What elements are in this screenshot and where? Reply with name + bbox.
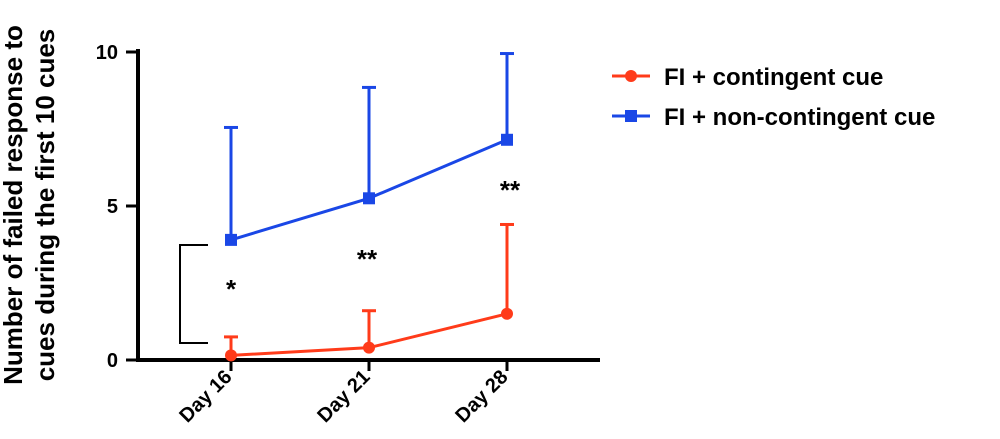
significance-bracket-0 [179, 244, 208, 344]
y-axis-label-line1: Number of failed response to [0, 25, 28, 385]
point-1-1 [363, 192, 375, 205]
significance-annotations: ***** [179, 175, 521, 344]
legend-marker-0 [625, 70, 637, 82]
legend-label-0: FI + contingent cue [664, 64, 883, 91]
y-axis-label-line2: cues during the first 10 cues [30, 29, 60, 382]
y-tick-label-0: 0 [107, 350, 118, 372]
point-0-2 [501, 307, 513, 320]
point-0-0 [225, 349, 237, 362]
legend: FI + contingent cue FI + non-contingent c… [612, 64, 935, 131]
x-ticks: Day 16 Day 21 Day 28 [175, 360, 513, 427]
significance-label-1: ** [357, 244, 378, 274]
y-ticks: 0 5 10 [96, 42, 138, 372]
y-axis-label: Number of failed response to cues during… [0, 25, 60, 385]
legend-marker-1 [625, 110, 637, 122]
point-0-1 [363, 341, 375, 354]
significance-label-0: * [226, 274, 237, 304]
x-tick-label-1: Day 21 [313, 366, 374, 427]
error-bars [224, 52, 514, 356]
significance-label-2: ** [500, 175, 521, 205]
markers [225, 133, 513, 362]
point-1-2 [501, 133, 513, 146]
point-1-0 [225, 233, 237, 246]
x-tick-label-2: Day 28 [451, 366, 512, 427]
y-tick-label-2: 10 [96, 42, 118, 64]
legend-label-1: FI + non-contingent cue [664, 104, 935, 131]
y-tick-label-1: 5 [107, 196, 118, 218]
x-tick-label-0: Day 16 [175, 366, 236, 427]
